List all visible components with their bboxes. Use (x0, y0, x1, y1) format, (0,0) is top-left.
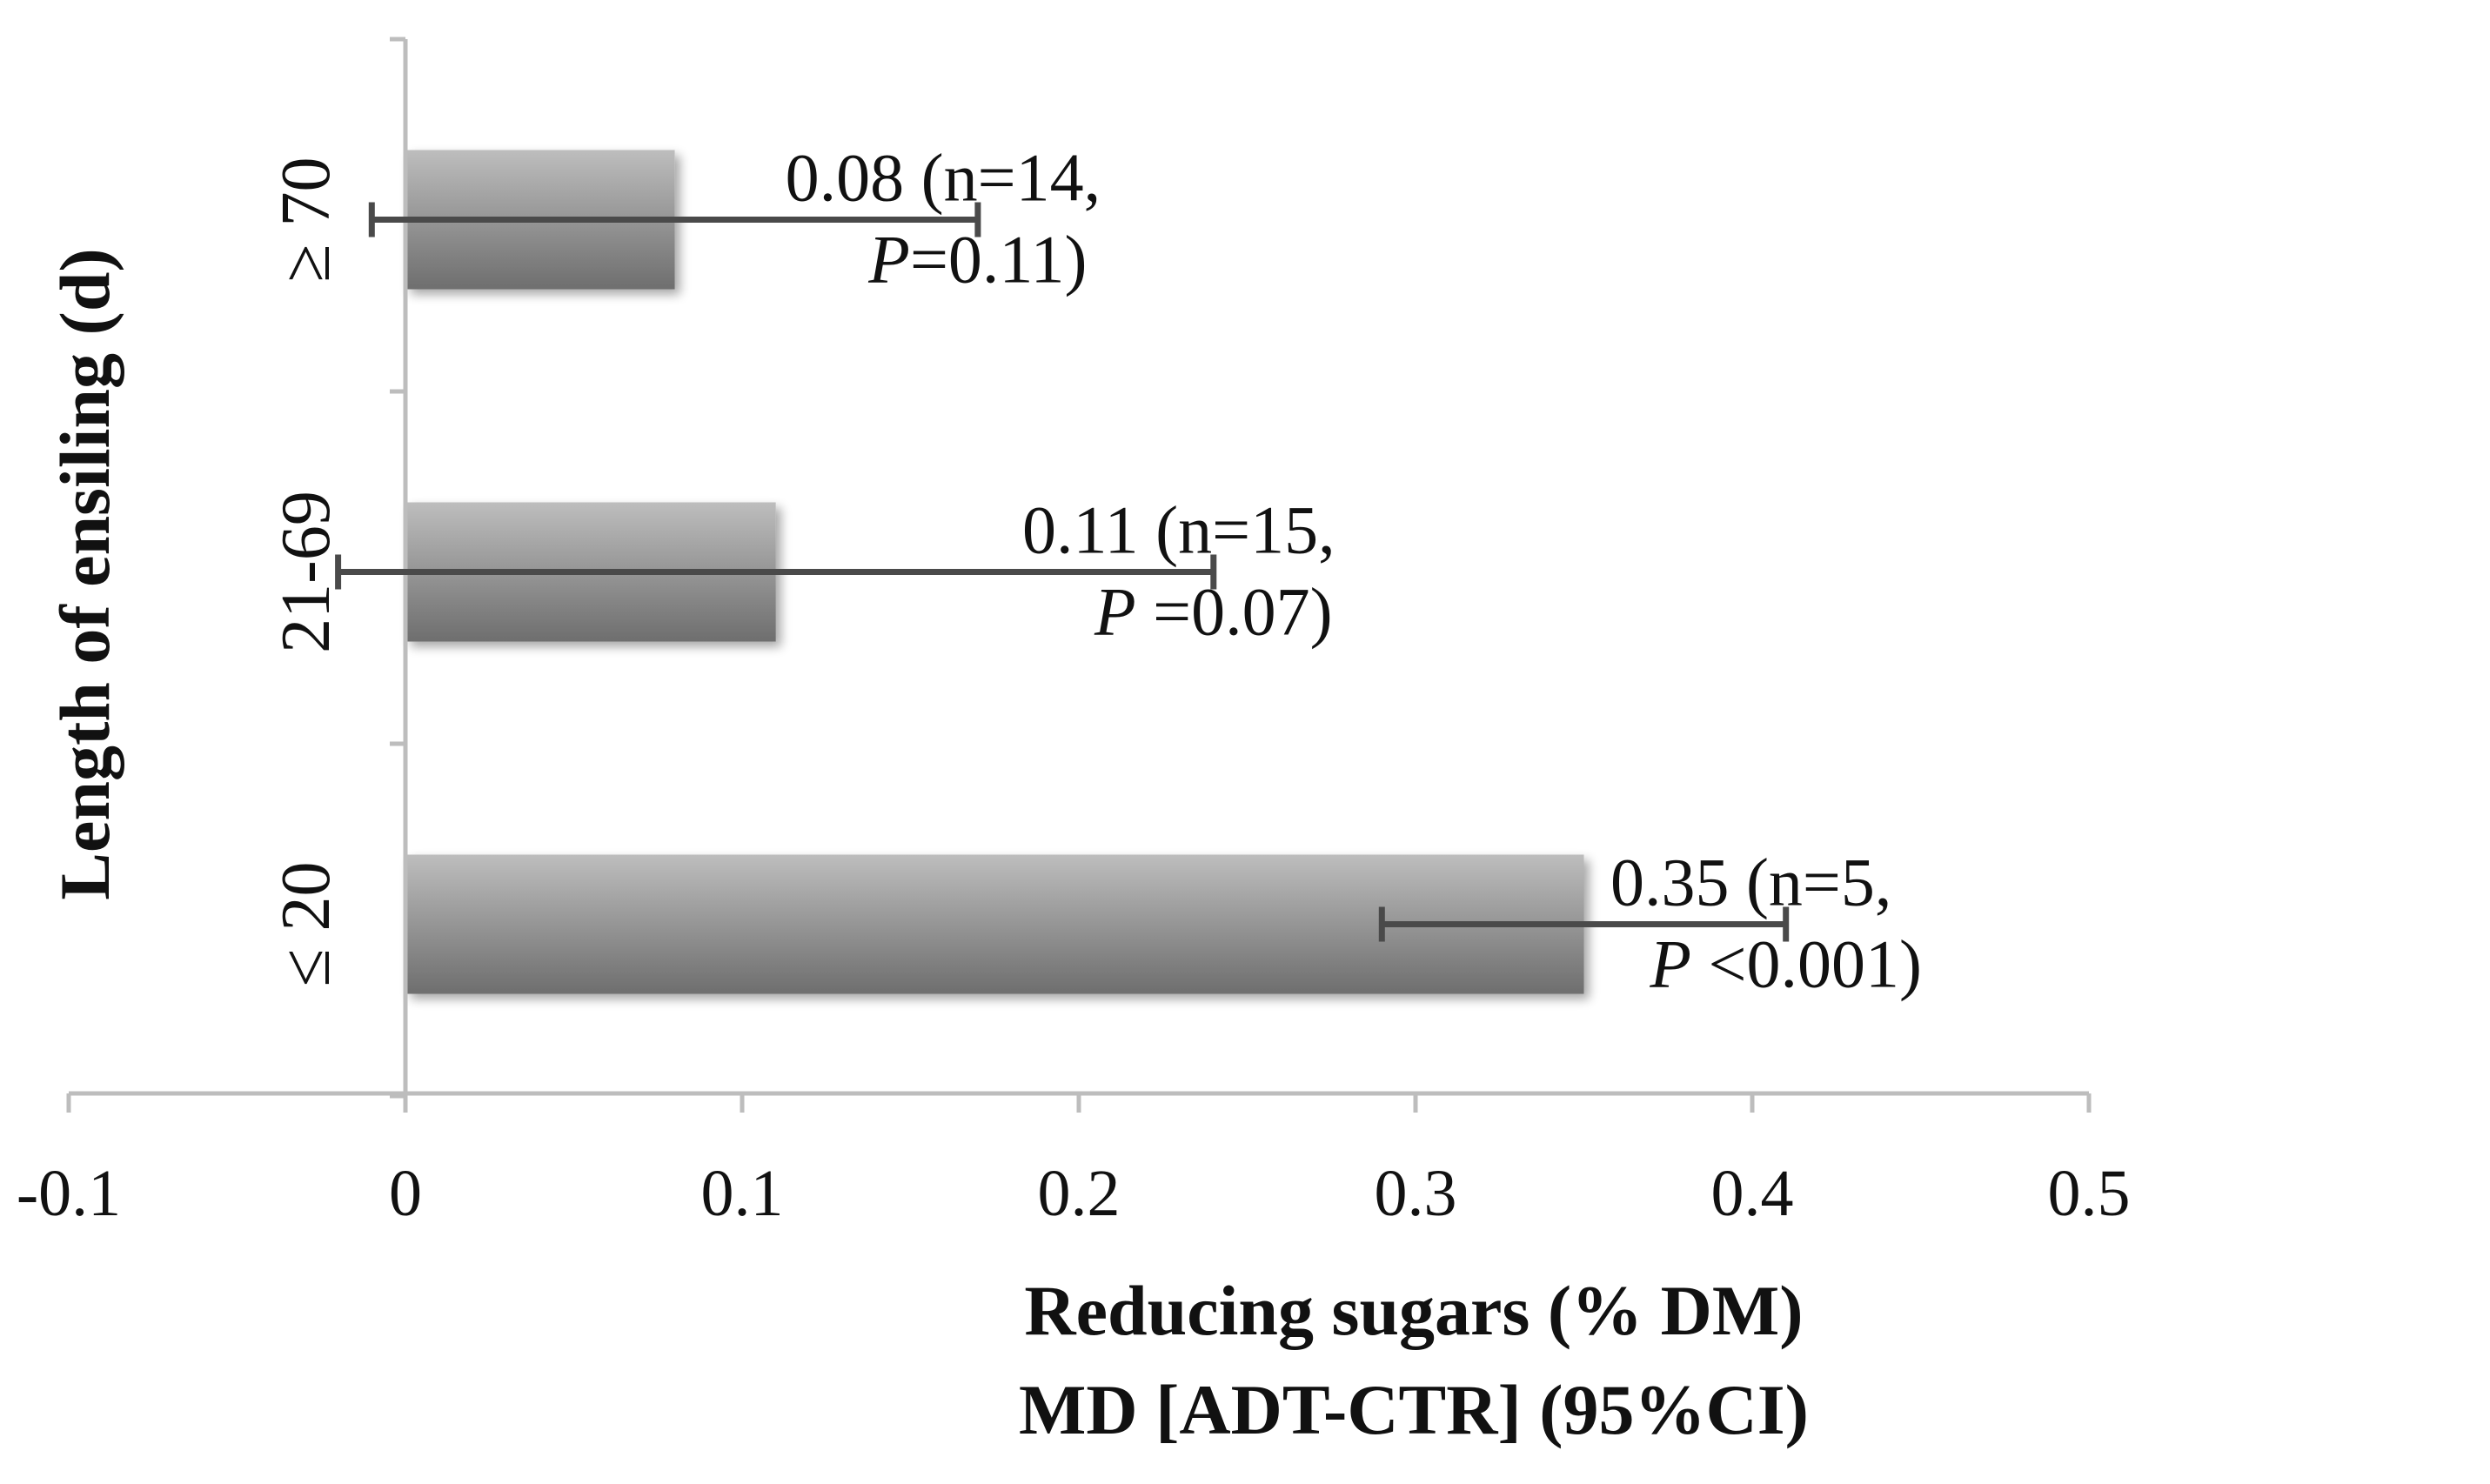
error-bar (1378, 906, 1790, 942)
x-tick-label: 0.3 (1375, 1157, 1457, 1230)
category-label: ≤ 20 (268, 862, 345, 987)
labels-layer: ≥ 70 0.08 (n=14,P=0.11)21-69 0.11 (n=15,P … (268, 140, 1922, 1002)
x-tick-label: 0 (389, 1157, 422, 1230)
p-value-symbol: P (1649, 926, 1691, 1002)
x-tick-label: 0.1 (701, 1157, 784, 1230)
data-label-line1: 0.35 (n=5, (1610, 845, 1891, 920)
error-bar (368, 202, 981, 237)
category-label: ≥ 70 (268, 157, 345, 283)
error-bars-layer (335, 202, 1790, 942)
p-value-text: <0.001) (1691, 926, 1922, 1002)
data-label-line1: 0.11 (n=15, (1022, 492, 1335, 568)
p-value-text: =0.11) (910, 222, 1088, 297)
y-axis-title: Length of ensiling (d) (45, 248, 124, 900)
axes-layer: -0.1 0 0.1 0.2 0.3 0.4 0.5 (17, 37, 2131, 1230)
x-tick-label: 0.5 (2048, 1157, 2131, 1230)
x-tick-label: 0.4 (1711, 1157, 1794, 1230)
data-label-line2: P =0.07) (1094, 574, 1333, 650)
data-label-line2: P=0.11) (867, 222, 1087, 297)
x-axis-title-line1: Reducing sugars (% DM) (1024, 1271, 1803, 1350)
x-axis-title-line2: MD [ADT-CTR] (95%CI) (1019, 1370, 1809, 1449)
data-label-line1: 0.08 (n=14, (786, 140, 1101, 216)
data-label-line2: P <0.001) (1649, 926, 1922, 1002)
error-bar (335, 554, 1217, 590)
p-value-symbol: P (1094, 574, 1136, 650)
p-value-symbol: P (867, 222, 910, 297)
x-tick-label: -0.1 (17, 1157, 121, 1230)
x-tick-label: 0.2 (1038, 1157, 1121, 1230)
p-value-text: =0.07) (1136, 574, 1333, 650)
category-label: 21-69 (268, 491, 345, 653)
